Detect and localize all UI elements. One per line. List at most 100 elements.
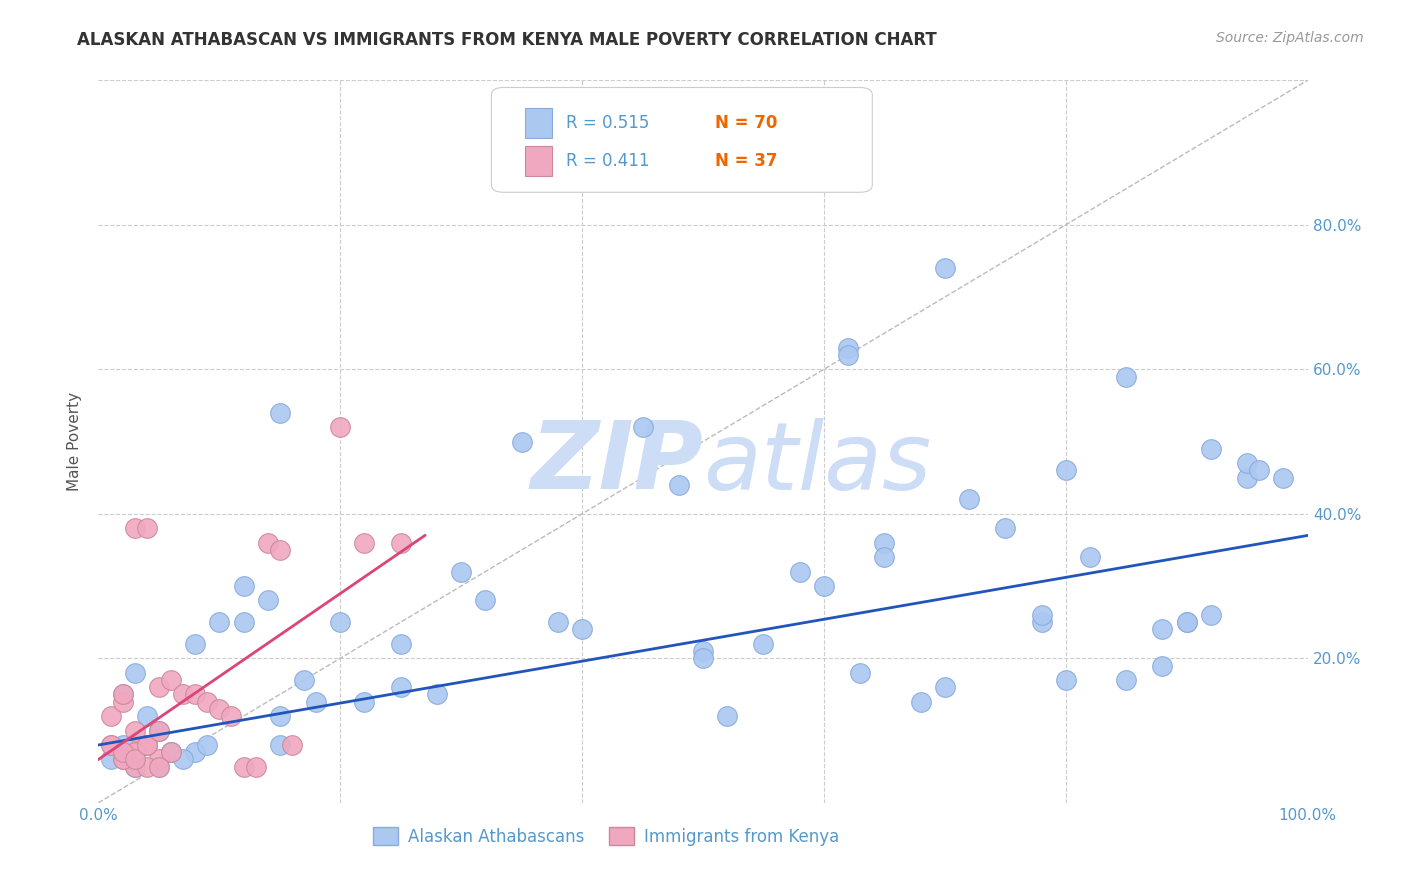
- Text: R = 0.411: R = 0.411: [567, 153, 650, 170]
- Point: [256, 593, 278, 607]
- Point: [100, 709, 122, 723]
- Point: [148, 760, 170, 774]
- Legend: Alaskan Athabascans, Immigrants from Kenya: Alaskan Athabascans, Immigrants from Ken…: [367, 821, 846, 852]
- Point: [389, 535, 412, 549]
- Point: [184, 745, 207, 759]
- Point: [232, 579, 254, 593]
- Point: [148, 760, 170, 774]
- Point: [148, 723, 170, 738]
- Point: [281, 738, 304, 752]
- Point: [160, 745, 183, 759]
- Point: [148, 723, 170, 738]
- FancyBboxPatch shape: [526, 146, 553, 177]
- Point: [208, 702, 231, 716]
- Text: R = 0.515: R = 0.515: [567, 114, 650, 132]
- Point: [232, 615, 254, 630]
- FancyBboxPatch shape: [492, 87, 872, 193]
- Point: [1272, 470, 1295, 484]
- Point: [934, 680, 956, 694]
- Point: [269, 406, 291, 420]
- Point: [1236, 470, 1258, 484]
- Point: [135, 738, 157, 752]
- Point: [910, 695, 932, 709]
- FancyBboxPatch shape: [526, 108, 553, 138]
- Point: [1152, 623, 1174, 637]
- Point: [668, 478, 690, 492]
- Point: [934, 261, 956, 276]
- Point: [1249, 463, 1271, 477]
- Point: [631, 420, 654, 434]
- Point: [232, 760, 254, 774]
- Point: [124, 760, 146, 774]
- Point: [450, 565, 472, 579]
- Point: [1115, 369, 1137, 384]
- Point: [1152, 658, 1174, 673]
- Point: [994, 521, 1017, 535]
- Point: [195, 738, 218, 752]
- Y-axis label: Male Poverty: Male Poverty: [66, 392, 82, 491]
- Point: [135, 709, 157, 723]
- Point: [124, 745, 146, 759]
- Point: [221, 709, 243, 723]
- Point: [124, 521, 146, 535]
- Point: [160, 673, 183, 687]
- Point: [160, 745, 183, 759]
- Text: ZIP: ZIP: [530, 417, 703, 509]
- Point: [692, 651, 714, 665]
- Point: [1031, 607, 1053, 622]
- Point: [135, 521, 157, 535]
- Point: [474, 593, 496, 607]
- Point: [124, 752, 146, 766]
- Point: [124, 723, 146, 738]
- Point: [389, 637, 412, 651]
- Point: [1115, 673, 1137, 687]
- Point: [1175, 615, 1198, 630]
- Point: [269, 738, 291, 752]
- Point: [124, 760, 146, 774]
- Point: [849, 665, 872, 680]
- Point: [1054, 673, 1077, 687]
- Point: [510, 434, 533, 449]
- Text: atlas: atlas: [703, 417, 931, 508]
- Point: [789, 565, 811, 579]
- Point: [571, 623, 593, 637]
- Point: [124, 745, 146, 759]
- Point: [269, 542, 291, 557]
- Text: ALASKAN ATHABASCAN VS IMMIGRANTS FROM KENYA MALE POVERTY CORRELATION CHART: ALASKAN ATHABASCAN VS IMMIGRANTS FROM KE…: [77, 31, 936, 49]
- Point: [692, 644, 714, 658]
- Point: [111, 695, 134, 709]
- Point: [426, 687, 449, 701]
- Point: [1078, 550, 1101, 565]
- Point: [292, 673, 315, 687]
- Point: [957, 492, 980, 507]
- Point: [111, 745, 134, 759]
- Point: [716, 709, 738, 723]
- Point: [124, 665, 146, 680]
- Point: [100, 752, 122, 766]
- Point: [547, 615, 569, 630]
- Point: [148, 752, 170, 766]
- Point: [124, 752, 146, 766]
- Point: [135, 738, 157, 752]
- Point: [111, 752, 134, 766]
- Point: [873, 535, 896, 549]
- Point: [1031, 615, 1053, 630]
- Point: [1054, 463, 1077, 477]
- Point: [837, 341, 859, 355]
- Point: [172, 687, 194, 701]
- Point: [111, 687, 134, 701]
- Point: [813, 579, 835, 593]
- Text: N = 37: N = 37: [716, 153, 778, 170]
- Point: [329, 615, 352, 630]
- Point: [148, 680, 170, 694]
- Point: [1175, 615, 1198, 630]
- Point: [837, 348, 859, 362]
- Point: [100, 738, 122, 752]
- Point: [1199, 607, 1222, 622]
- Point: [100, 738, 122, 752]
- Point: [208, 615, 231, 630]
- Point: [305, 695, 328, 709]
- Point: [111, 752, 134, 766]
- Point: [160, 745, 183, 759]
- Point: [135, 760, 157, 774]
